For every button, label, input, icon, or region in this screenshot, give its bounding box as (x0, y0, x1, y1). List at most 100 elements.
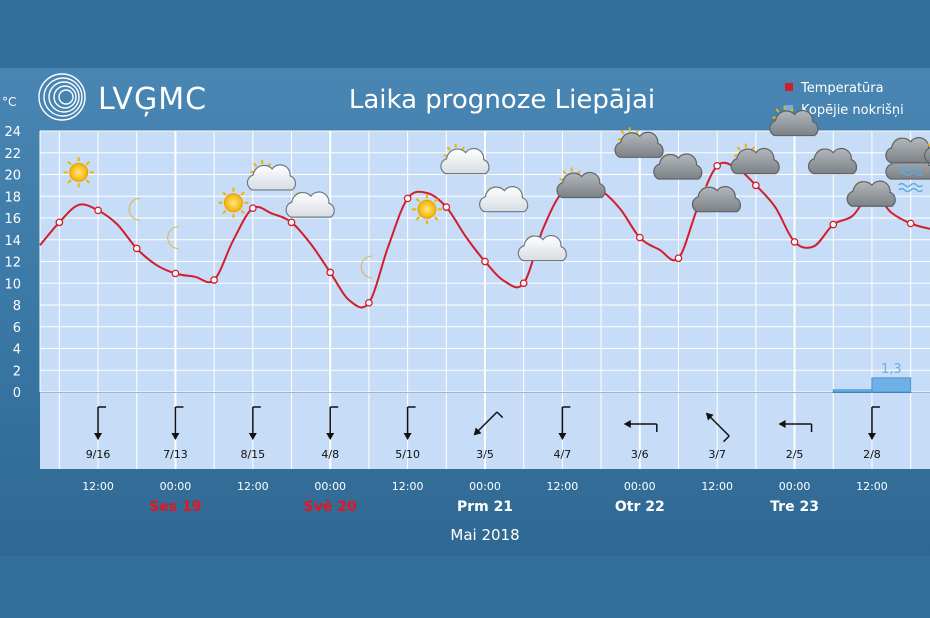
sun-ray (67, 179, 72, 184)
sun-ray (434, 216, 439, 221)
wind-arrow-head (171, 433, 180, 440)
time-tick-label: 00:00 (160, 480, 192, 493)
dark-cloud-shape (614, 131, 664, 158)
wind-arrow-icon (623, 420, 658, 432)
time-tick-label: 12:00 (237, 480, 269, 493)
logo: LVĢMC (38, 73, 207, 121)
y-tick-label: 2 (13, 364, 21, 379)
y-tick-label: 18 (4, 190, 21, 205)
sun-ray (222, 191, 227, 196)
time-tick-label: 00:00 (779, 480, 811, 493)
dark-cloud-shape (885, 137, 930, 164)
y-tick-label: 8 (13, 299, 21, 314)
dark-cloud-shape (691, 186, 742, 213)
partly-sunny-dark-cloud-icon (769, 105, 819, 137)
y-tick-label: 10 (4, 277, 21, 292)
dark-cloud-shape (924, 146, 930, 164)
wind-arrow-icon (248, 406, 261, 440)
moon-cloud-icon (285, 191, 335, 218)
precipitation-bars: 1,3 (832, 362, 912, 393)
temperature-point (442, 203, 451, 211)
partly-sunny-dark-cloud-rain-icon (924, 143, 930, 164)
temperature-point (55, 218, 64, 227)
wind-arrow-head (867, 433, 876, 440)
logo-text: LVĢMC (98, 82, 207, 117)
sun-ray (775, 108, 780, 113)
time-tick-label: 12:00 (392, 480, 424, 493)
wind-label: 9/16 (86, 448, 111, 461)
sun-ray (222, 209, 227, 215)
moon-dark-cloud-icon (653, 153, 703, 180)
wind-arrow-head (705, 412, 714, 421)
cloud-shape (517, 235, 567, 262)
wind-arrow-head (473, 427, 482, 436)
dark-cloud-shape (807, 148, 858, 175)
moon-dark-cloud-icon (846, 180, 896, 207)
wind-label: 3/7 (708, 448, 726, 461)
dark-cloud-shape (730, 148, 780, 175)
dark-cloud-shape (556, 171, 606, 199)
sun-ray (240, 209, 245, 215)
moon-cloud-icon (517, 235, 567, 262)
time-tick-label: 12:00 (82, 480, 114, 493)
plot-grid (39, 130, 930, 393)
wind-label: 4/8 (321, 448, 339, 461)
temperature-point (403, 194, 412, 203)
moon-icon (360, 255, 373, 279)
precipitation-label: 1,3 (881, 362, 902, 377)
legend-temperature-label: Temperatūra (800, 81, 884, 96)
temperature-point (519, 279, 528, 288)
wind-arrow-head (623, 420, 631, 428)
y-tick-label: 14 (4, 234, 21, 249)
wind-arrow-icon (403, 406, 416, 440)
precipitation-bar (871, 377, 912, 393)
wind-label: 7/13 (163, 448, 188, 461)
wind-arrow-icon (473, 411, 504, 436)
y-tick-label: 4 (13, 343, 21, 358)
wind-label: 2/5 (786, 448, 804, 461)
temperature-point (94, 206, 102, 215)
temperature-point (790, 238, 799, 246)
moon-dark-cloud-icon (691, 186, 742, 213)
month-label: Mai 2018 (450, 526, 519, 544)
moon-dark-cloud-icon (807, 148, 858, 175)
temperature-point (713, 161, 722, 170)
sun-icon (218, 187, 249, 218)
sun-ray (252, 162, 258, 167)
wind-label: 3/5 (476, 448, 494, 461)
wind-arrow-icon (558, 406, 571, 440)
temperature-point (365, 298, 373, 307)
time-tick-label: 00:00 (314, 480, 346, 493)
y-tick-label: 6 (13, 321, 21, 336)
legend-temperature-swatch (785, 83, 793, 91)
y-tick-label: 24 (4, 125, 21, 140)
temperature-point (674, 254, 683, 263)
sun-ray (85, 179, 91, 184)
wind-label: 5/10 (395, 448, 420, 461)
day-label: Svē 20 (304, 499, 357, 515)
sun-ray (434, 197, 439, 203)
temperature-point (171, 269, 180, 278)
wind-arrow-icon (326, 406, 339, 440)
sun-ray (415, 197, 420, 203)
wind-arrow-barb (723, 435, 730, 443)
wind-arrow-head (403, 433, 412, 440)
time-tick-label: 12:00 (701, 480, 733, 493)
moon-icon (128, 197, 141, 221)
temperature-point (287, 218, 296, 227)
temperature-point (829, 220, 838, 229)
day-label: Prm 21 (457, 499, 513, 515)
wind-arrow-head (326, 433, 335, 440)
wind-indicators: 9/16 7/13 8/15 4/8 5/10 3/5 4/7 3/6 3/7 2/5 2/8 (86, 406, 881, 461)
partly-sunny-cloud-icon (246, 159, 297, 191)
temperature-point (481, 257, 489, 266)
logo-rings-icon (38, 73, 86, 121)
wind-arrow-icon (171, 406, 184, 440)
wind-arrow-icon (94, 406, 107, 440)
y-tick-label: 16 (4, 212, 21, 227)
sun-disc (417, 199, 437, 219)
sun-ray (620, 130, 625, 135)
time-tick-label: 12:00 (547, 480, 579, 493)
moon-shape (128, 197, 141, 221)
